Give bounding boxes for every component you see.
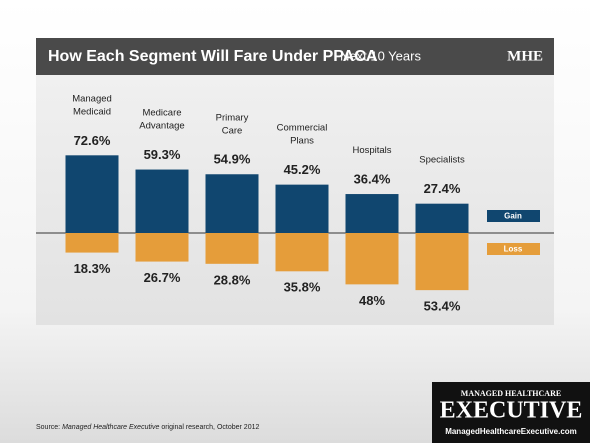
value-label: 26.7% (144, 270, 181, 285)
bar (415, 233, 469, 291)
bar (345, 233, 399, 285)
bar (65, 233, 119, 253)
title-bar (36, 38, 554, 75)
bar (135, 169, 189, 233)
value-label: 36.4% (354, 171, 391, 186)
value-label: 28.8% (214, 272, 251, 287)
legend-swatch (487, 210, 540, 222)
legend-label: Gain (504, 212, 522, 221)
chart-subtitle: Next 10 Years (340, 48, 421, 63)
value-label: 18.3% (74, 261, 111, 276)
value-label: 45.2% (284, 162, 321, 177)
logo-box (432, 382, 590, 443)
value-label: 53.4% (424, 299, 461, 314)
brand: MHE (507, 48, 543, 64)
category-label: Specialists (419, 154, 465, 165)
logo-top: Managed Healthcare (461, 389, 561, 398)
category-label: Hospitals (352, 145, 391, 156)
value-label: 48% (359, 293, 385, 308)
bar (205, 174, 259, 233)
logo-url: ManagedHealthcareExecutive.com (445, 427, 577, 436)
category-label: Commercial Plans (277, 122, 328, 146)
chart-title: How Each Segment Will Fare Under PPACA (48, 48, 378, 65)
bar (135, 233, 189, 262)
bar (415, 203, 469, 233)
bar (275, 233, 329, 272)
value-label: 54.9% (214, 152, 251, 167)
source: Source: Managed Healthcare Executive ori… (36, 424, 259, 431)
bar (65, 155, 119, 233)
value-label: 72.6% (74, 133, 111, 148)
bar (205, 233, 259, 264)
value-label: 59.3% (144, 147, 181, 162)
value-label: 35.8% (284, 280, 321, 295)
legend-label: Loss (504, 245, 523, 254)
category-label: Primary Care (216, 112, 249, 136)
value-label: 27.4% (424, 181, 461, 196)
category-label: Medicare Advantage (139, 107, 184, 131)
bar (345, 194, 399, 233)
category-label: Managed Medicaid (72, 93, 112, 117)
logo-main: Executive (440, 398, 583, 424)
legend-swatch (487, 243, 540, 255)
bar (275, 184, 329, 233)
